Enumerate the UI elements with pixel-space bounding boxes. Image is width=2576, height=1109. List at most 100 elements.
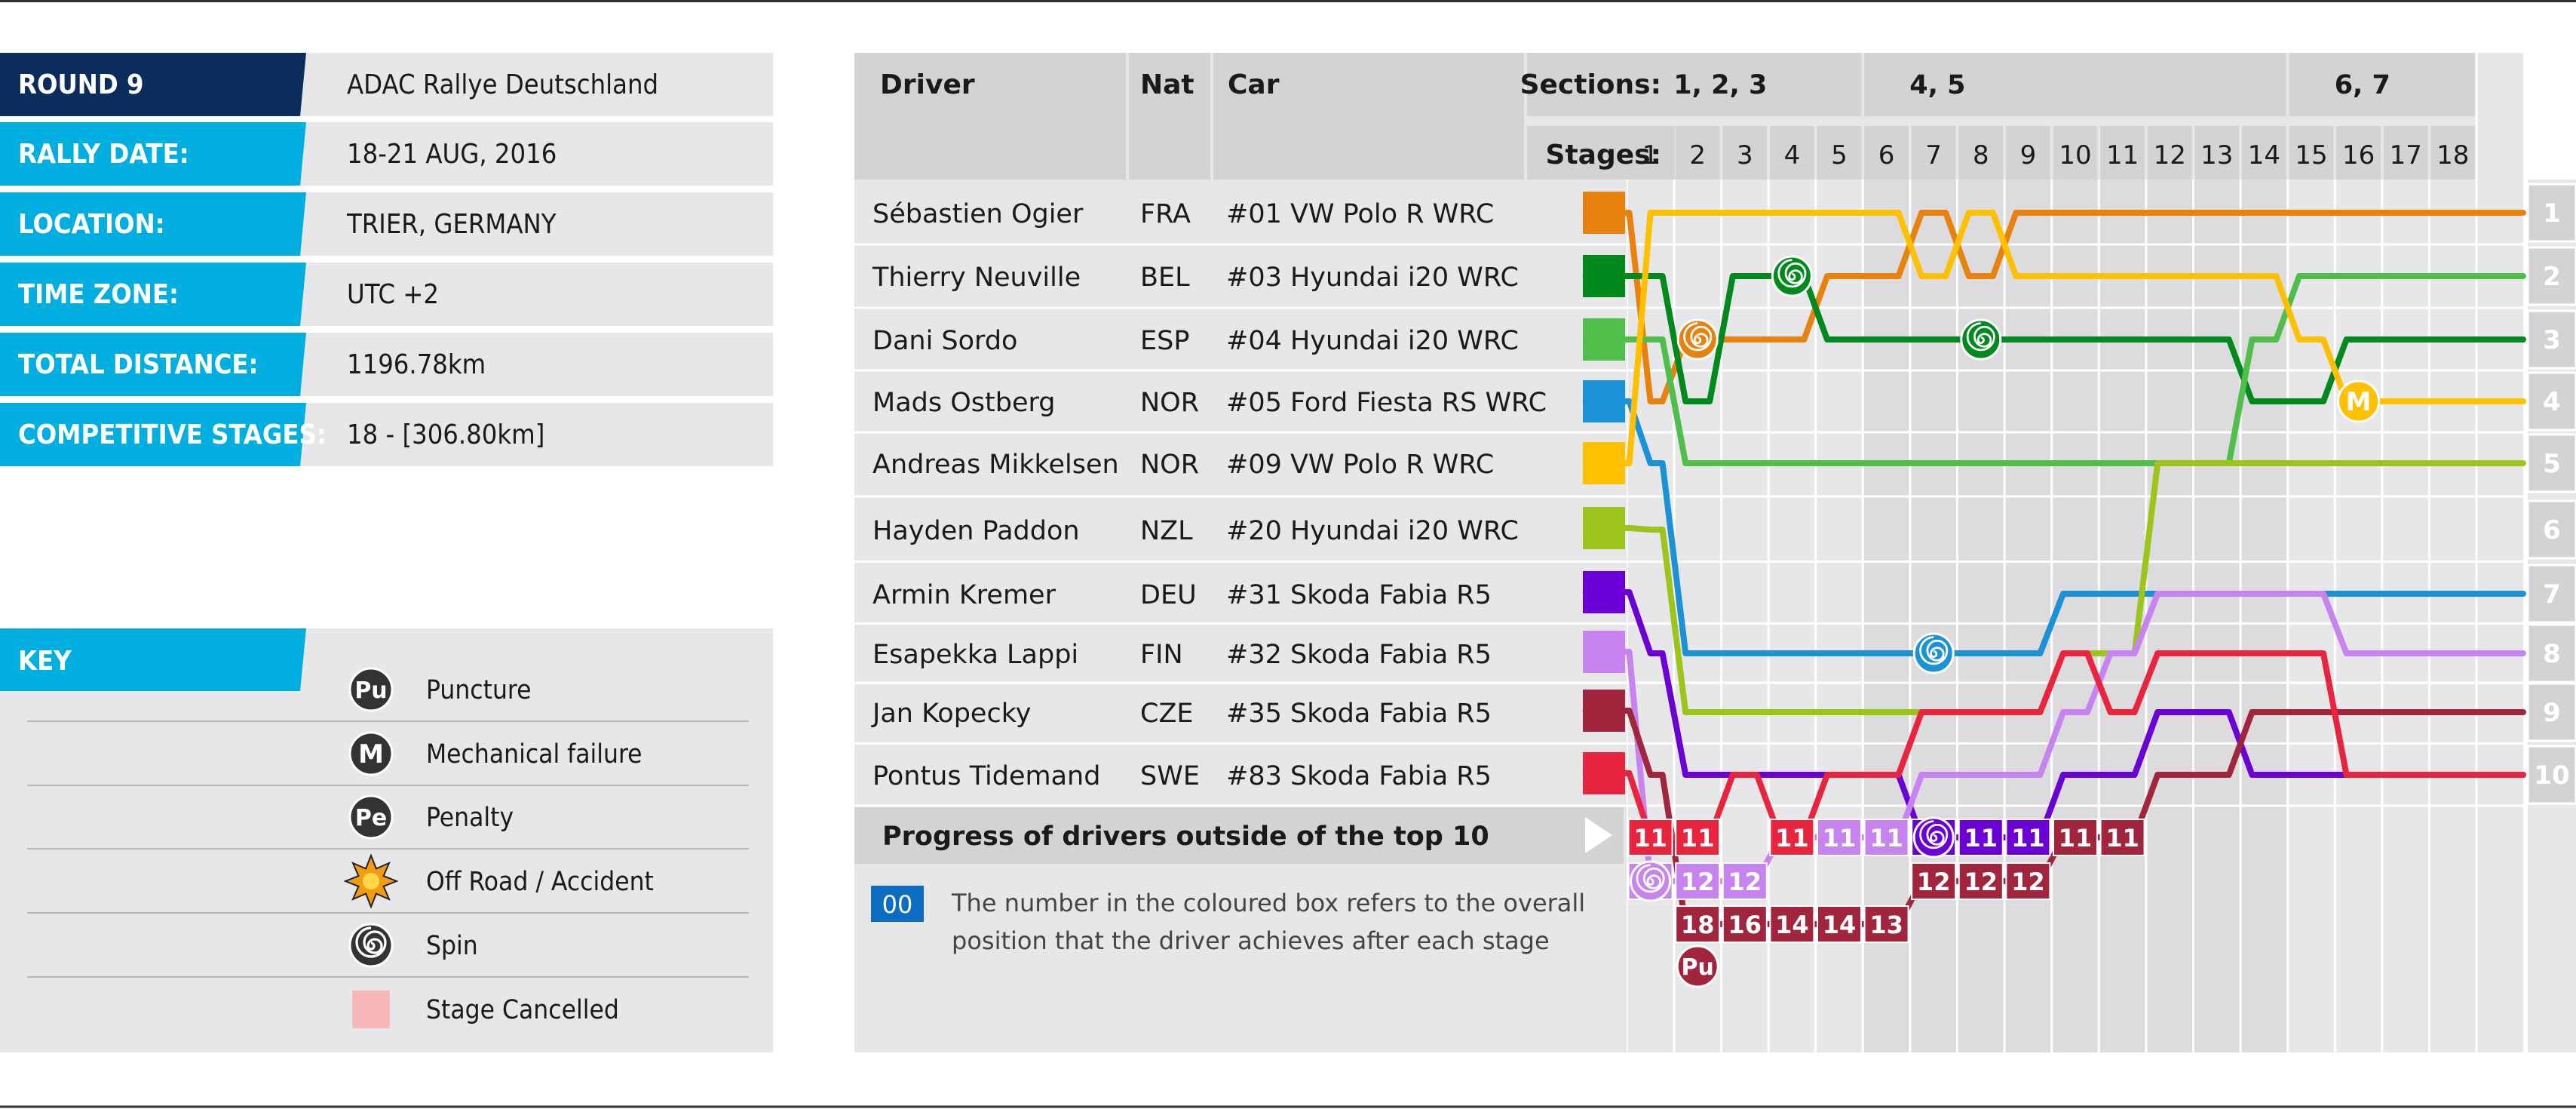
driver-nat: BEL xyxy=(1140,263,1190,293)
car-cell xyxy=(1213,498,1569,561)
driver-car: #32 Skoda Fabia R5 xyxy=(1226,640,1492,670)
driver-cell xyxy=(854,563,1126,622)
position-line xyxy=(1582,273,2526,404)
driver-row: Andreas Mikkelsen NOR #09 VW Polo R WRC xyxy=(854,434,1569,495)
final-position-cell xyxy=(2526,564,2576,624)
nat-cell xyxy=(1129,745,1210,804)
location-value: TRIER, GERMANY xyxy=(346,209,557,240)
stage-number: 14 xyxy=(2248,140,2280,170)
round-label-bg xyxy=(0,53,306,116)
car-cell xyxy=(1213,372,1569,431)
nat-cell xyxy=(1129,434,1210,495)
outside-position-box xyxy=(1911,862,1957,900)
stage-number: 6 xyxy=(1878,140,1895,170)
outside-position-box xyxy=(1863,905,1909,943)
stage-number: 8 xyxy=(1973,140,1989,170)
final-position-number: 5 xyxy=(2543,449,2561,479)
driver-row: Pontus Tidemand SWE #83 Skoda Fabia R5 xyxy=(854,745,1569,804)
mechanical-failure-icon: M xyxy=(2337,379,2381,423)
driver-cell xyxy=(854,625,1126,681)
car-cell xyxy=(1213,625,1569,681)
final-position-cell xyxy=(2526,745,2576,805)
start-marker xyxy=(1583,380,1625,422)
competitive-stages-label: COMPETITIVE STAGES: xyxy=(18,419,327,450)
stage-cancelled-icon xyxy=(352,991,390,1028)
info-label-bg-1 xyxy=(0,122,306,186)
competitive-stages-value: 18 - [306.80km] xyxy=(347,419,544,450)
stage-column-9 xyxy=(2004,180,2052,1052)
driver-name: Armin Kremer xyxy=(872,580,1056,610)
info-label-bg-3 xyxy=(0,263,306,326)
puncture-icon: Pu xyxy=(1676,945,1719,988)
start-marker xyxy=(1583,318,1625,361)
key-item-label: Spin xyxy=(426,931,478,961)
key-item-label: Penalty xyxy=(426,803,514,833)
driver-car: #35 Skoda Fabia R5 xyxy=(1226,699,1492,729)
mechanical-failure-icon-disc xyxy=(2337,379,2381,423)
spin-icon xyxy=(1912,816,1955,859)
driver-row: Armin Kremer DEU #31 Skoda Fabia R5 xyxy=(854,563,1569,622)
puncture-icon-disc xyxy=(1676,945,1719,988)
driver-car: #09 VW Polo R WRC xyxy=(1226,450,1494,480)
spin-icon-swirl xyxy=(1919,636,1949,665)
outside-position-number: 12 xyxy=(1728,868,1762,896)
stage-column-13 xyxy=(2193,180,2241,1052)
final-positions: 1 2 3 4 5 6 7 8 9 10 xyxy=(2526,180,2576,1052)
stage-header-bg xyxy=(2336,126,2381,180)
driver-cell xyxy=(854,246,1126,306)
section-header-bg xyxy=(1628,53,1862,116)
final-position-number: 9 xyxy=(2543,698,2561,728)
driver-cell xyxy=(854,498,1126,561)
key-item-label: Puncture xyxy=(426,675,531,705)
start-marker xyxy=(1583,255,1625,297)
outside-position-box xyxy=(1675,905,1721,943)
car-cell xyxy=(1213,563,1569,622)
outside-position-box xyxy=(1817,905,1862,943)
stage-header-bg xyxy=(2430,126,2476,180)
driver-car: #01 VW Polo R WRC xyxy=(1226,199,1494,229)
nat-cell xyxy=(1129,183,1210,243)
nat-cell xyxy=(1129,563,1210,622)
final-position-number: 3 xyxy=(2543,325,2561,355)
spin-icon-swirl xyxy=(1777,259,1807,288)
final-position-cell xyxy=(2526,246,2576,306)
stage-number: 18 xyxy=(2436,140,2469,170)
stage-column-12 xyxy=(2145,180,2194,1052)
stage-header-bg xyxy=(1817,126,1862,180)
nat-cell xyxy=(1129,372,1210,431)
key-item-label: Off Road / Accident xyxy=(426,867,654,897)
mechanical-failure-icon: M xyxy=(348,731,394,776)
driver-cell xyxy=(854,309,1126,369)
puncture-icon-glyph: Pu xyxy=(354,677,387,704)
rally-date-label: RALLY DATE: xyxy=(18,139,189,170)
driver-name: Mads Ostberg xyxy=(872,388,1055,418)
outside-top10-title: Progress of drivers outside of the top 1… xyxy=(882,822,1489,852)
stage-column-15 xyxy=(2287,180,2335,1052)
final-position-number: 6 xyxy=(2543,515,2561,545)
stage-number: 11 xyxy=(2106,140,2139,170)
stage-column-17 xyxy=(2381,180,2430,1052)
outside-position-number: 14 xyxy=(1823,911,1857,939)
stage-header-bg xyxy=(2147,126,2192,180)
driver-nat: ESP xyxy=(1140,326,1189,356)
stage-header-bg xyxy=(2053,126,2098,180)
key-title-bg xyxy=(0,628,306,691)
mechanical-failure-icon-glyph: M xyxy=(2346,387,2372,417)
car-cell xyxy=(1213,246,1569,306)
stage-number: 13 xyxy=(2200,140,2233,170)
driver-name: Sébastien Ogier xyxy=(872,199,1084,229)
nat-header-bg xyxy=(1129,53,1210,180)
outside-position-box xyxy=(2005,862,2051,900)
key-items: Pu Puncture M Mechanical failure Pe Penalty Of… xyxy=(27,667,749,1028)
stage-column-18 xyxy=(2429,180,2477,1052)
driver-row: Jan Kopecky CZE #35 Skoda Fabia R5 xyxy=(854,684,1569,742)
start-marker xyxy=(1583,442,1625,484)
key-item-label: Stage Cancelled xyxy=(426,995,619,1025)
time-zone-value: UTC +2 xyxy=(347,279,439,310)
driver-cell xyxy=(854,372,1126,431)
stage-header-bg xyxy=(1911,126,1956,180)
key-item-label: Mechanical failure xyxy=(426,739,642,770)
outside-position-number: 11 xyxy=(2011,824,2045,852)
stage-header-bg xyxy=(1864,126,1909,180)
final-position-number: 1 xyxy=(2543,198,2561,229)
